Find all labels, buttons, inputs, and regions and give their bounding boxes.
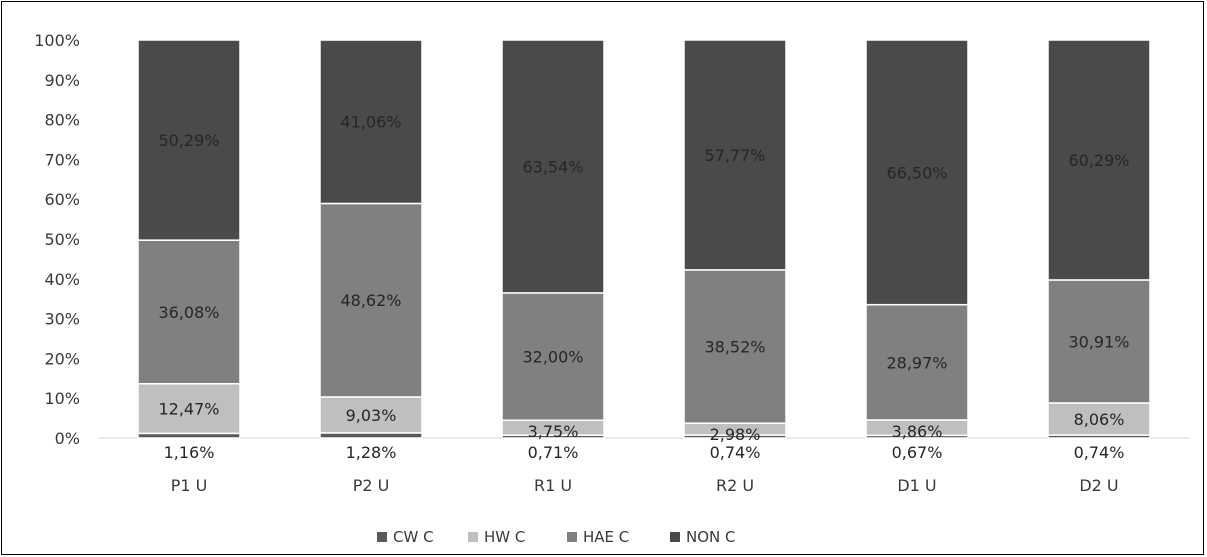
data-label: 3,86% bbox=[892, 422, 943, 441]
data-label: 0,74% bbox=[1074, 443, 1125, 462]
y-tick-label: 70% bbox=[44, 150, 80, 169]
category-label: R1 U bbox=[534, 476, 572, 495]
legend-swatch bbox=[670, 532, 680, 542]
y-tick-label: 10% bbox=[44, 389, 80, 408]
bar-segment bbox=[319, 396, 423, 434]
data-label: 1,28% bbox=[346, 443, 397, 462]
bar-segment bbox=[683, 269, 787, 424]
bar-segment bbox=[1047, 39, 1151, 281]
category-label: P2 U bbox=[353, 476, 390, 495]
bar-segment bbox=[137, 39, 241, 241]
data-label: 12,47% bbox=[158, 400, 219, 419]
category-label: D2 U bbox=[1079, 476, 1118, 495]
legend-label: CW C bbox=[393, 528, 434, 546]
legend-label: HAE C bbox=[583, 528, 629, 546]
data-label: 30,91% bbox=[1068, 332, 1129, 351]
data-label: 0,67% bbox=[892, 443, 943, 462]
bar-segment bbox=[1047, 279, 1151, 404]
data-label: 1,16% bbox=[164, 443, 215, 462]
data-labels: 1,16% 12,47% 36,08% 50,29% 1,28% 9,03% 48,62% 4… bbox=[158, 113, 1129, 462]
category-label: R2 U bbox=[716, 476, 754, 495]
data-label: 0,74% bbox=[710, 443, 761, 462]
y-tick-label: 0% bbox=[55, 429, 80, 448]
legend-swatch bbox=[468, 532, 478, 542]
legend-label: HW C bbox=[484, 528, 525, 546]
bar-segment bbox=[319, 39, 423, 205]
category-label: P1 U bbox=[171, 476, 208, 495]
legend: CW C HW C HAE C NON C bbox=[377, 528, 736, 546]
y-tick-label: 80% bbox=[44, 111, 80, 130]
data-label: 50,29% bbox=[158, 131, 219, 150]
y-tick-label: 30% bbox=[44, 310, 80, 329]
data-label: 28,97% bbox=[886, 353, 947, 372]
bar-segment bbox=[319, 202, 423, 398]
bar-segment bbox=[137, 383, 241, 435]
x-axis: P1 U P2 U R1 U R2 U D1 U D2 U bbox=[171, 476, 1119, 495]
y-axis: 0% 10% 20% 30% 40% 50% 60% 70% 80% 90% 100% bbox=[34, 31, 1190, 448]
data-label: 3,75% bbox=[528, 422, 579, 441]
legend-label: NON C bbox=[686, 528, 736, 546]
y-tick-label: 50% bbox=[44, 230, 80, 249]
data-label: 38,52% bbox=[704, 338, 765, 357]
y-tick-label: 90% bbox=[44, 71, 80, 90]
data-label: 8,06% bbox=[1074, 410, 1125, 429]
bar-segment bbox=[501, 292, 605, 421]
y-tick-label: 20% bbox=[44, 349, 80, 368]
data-label: 63,54% bbox=[522, 157, 583, 176]
bar-segment bbox=[683, 39, 787, 271]
legend-swatch bbox=[377, 532, 387, 542]
bar-segment bbox=[865, 39, 969, 306]
category-label: D1 U bbox=[897, 476, 936, 495]
legend-swatch bbox=[567, 532, 577, 542]
y-tick-label: 100% bbox=[34, 31, 80, 50]
y-tick-label: 40% bbox=[44, 270, 80, 289]
y-tick-label: 60% bbox=[44, 190, 80, 209]
data-label: 48,62% bbox=[340, 291, 401, 310]
data-label: 57,77% bbox=[704, 146, 765, 165]
data-label: 2,98% bbox=[710, 425, 761, 444]
data-label: 0,71% bbox=[528, 443, 579, 462]
data-label: 60,29% bbox=[1068, 151, 1129, 170]
bar-segment bbox=[319, 432, 423, 439]
data-label: 32,00% bbox=[522, 348, 583, 367]
data-label: 36,08% bbox=[158, 303, 219, 322]
bars bbox=[137, 39, 1151, 439]
data-label: 41,06% bbox=[340, 113, 401, 132]
data-label: 66,50% bbox=[886, 163, 947, 182]
data-label: 9,03% bbox=[346, 406, 397, 425]
bar-segment bbox=[865, 303, 969, 421]
bar-segment bbox=[501, 39, 605, 294]
